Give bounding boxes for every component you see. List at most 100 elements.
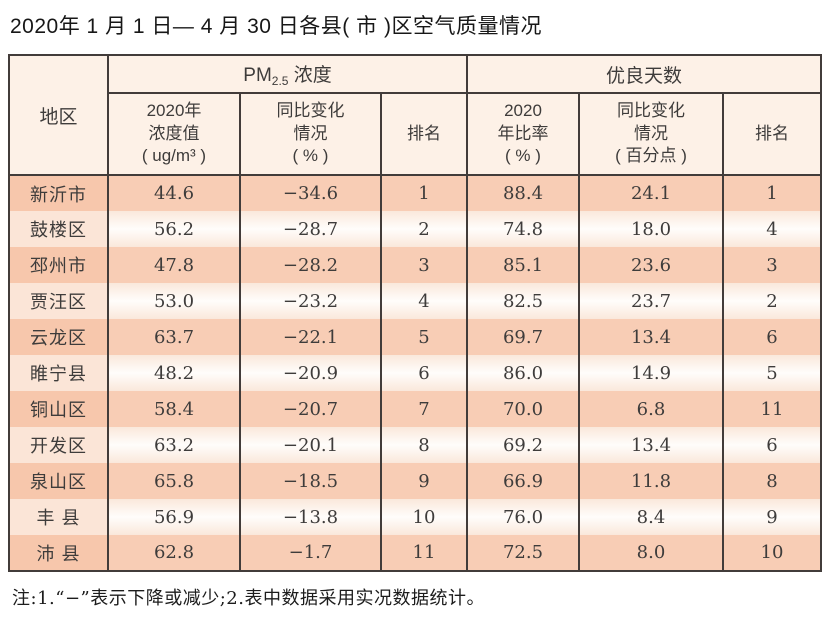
good-change-cell: 23.6 xyxy=(578,247,724,283)
good-rate-cell: 69.7 xyxy=(466,319,580,355)
pm25-label-prefix: PM xyxy=(243,65,272,86)
page-title: 2020年 1 月 1 日— 4 月 30 日各县( 市 )区空气质量情况 xyxy=(10,15,542,38)
good-change-cell: 14.9 xyxy=(578,355,724,391)
pm-change-cell: −20.1 xyxy=(239,427,382,463)
good-rate-cell: 82.5 xyxy=(466,283,580,319)
good-change-cell: 13.4 xyxy=(578,427,724,463)
good-rank-cell: 10 xyxy=(721,535,823,572)
column-header-region: 地区 xyxy=(8,54,109,176)
table-row: 新沂市 44.6 −34.6 1 88.4 24.1 1 xyxy=(8,175,823,211)
pm-change-cell: −23.2 xyxy=(239,283,382,319)
region-cell: 邳州市 xyxy=(8,247,109,283)
table-row: 睢宁县 48.2 −20.9 6 86.0 14.9 5 xyxy=(8,355,823,391)
good-rank-cell: 2 xyxy=(721,283,823,319)
good-rate-cell: 72.5 xyxy=(466,535,580,572)
good-rank-cell: 4 xyxy=(721,211,823,247)
column-header-pm-change: 同比变化 情况 ( % ) xyxy=(239,92,382,176)
table-footnote: 注:1.“−”表示下降或减少;2.表中数据采用实况数据统计。 xyxy=(12,588,485,609)
region-cell: 贾汪区 xyxy=(8,283,109,319)
good-rate-cell: 66.9 xyxy=(466,463,580,499)
table-row: 泉山区 65.8 −18.5 9 66.9 11.8 8 xyxy=(8,463,823,499)
pm-change-cell: −28.7 xyxy=(239,211,382,247)
good-rate-cell: 86.0 xyxy=(466,355,580,391)
good-rate-cell: 74.8 xyxy=(466,211,580,247)
column-header-good-rank: 排名 xyxy=(721,92,823,176)
pm-rank-cell: 10 xyxy=(380,499,468,535)
table-row: 沛 县 62.8 −1.7 11 72.5 8.0 10 xyxy=(8,535,823,572)
table-row: 邳州市 47.8 −28.2 3 85.1 23.6 3 xyxy=(8,247,823,283)
pm25-label-subscript: 2.5 xyxy=(271,74,289,88)
pm-value-cell: 44.6 xyxy=(107,175,241,211)
table-row: 开发区 63.2 −20.1 8 69.2 13.4 6 xyxy=(8,427,823,463)
good-rate-cell: 70.0 xyxy=(466,391,580,427)
good-change-cell: 13.4 xyxy=(578,319,724,355)
good-change-cell: 6.8 xyxy=(578,391,724,427)
good-rank-cell: 6 xyxy=(721,427,823,463)
region-cell: 云龙区 xyxy=(8,319,109,355)
pm-change-cell: −34.6 xyxy=(239,175,382,211)
good-change-cell: 11.8 xyxy=(578,463,724,499)
region-cell: 睢宁县 xyxy=(8,355,109,391)
good-rank-cell: 1 xyxy=(721,175,823,211)
region-cell: 铜山区 xyxy=(8,391,109,427)
good-rank-cell: 9 xyxy=(721,499,823,535)
good-rate-cell: 85.1 xyxy=(466,247,580,283)
good-rank-cell: 8 xyxy=(721,463,823,499)
pm-change-cell: −13.8 xyxy=(239,499,382,535)
pm-rank-cell: 8 xyxy=(380,427,468,463)
pm-change-cell: −28.2 xyxy=(239,247,382,283)
region-cell: 丰 县 xyxy=(8,499,109,535)
air-quality-table: 地区 PM2.5 浓度 优良天数 2020年 浓度值 ( ug/m³ ) 同比变… xyxy=(8,54,823,572)
good-rate-cell: 88.4 xyxy=(466,175,580,211)
table-row: 铜山区 58.4 −20.7 7 70.0 6.8 11 xyxy=(8,391,823,427)
column-group-pm25-concentration: PM2.5 浓度 xyxy=(107,54,468,94)
table-row: 云龙区 63.7 −22.1 5 69.7 13.4 6 xyxy=(8,319,823,355)
pm-rank-cell: 11 xyxy=(380,535,468,572)
region-cell: 鼓楼区 xyxy=(8,211,109,247)
pm-value-cell: 63.2 xyxy=(107,427,241,463)
pm-value-cell: 65.8 xyxy=(107,463,241,499)
pm-value-cell: 48.2 xyxy=(107,355,241,391)
pm-change-cell: −18.5 xyxy=(239,463,382,499)
good-change-cell: 8.4 xyxy=(578,499,724,535)
table-row: 鼓楼区 56.2 −28.7 2 74.8 18.0 4 xyxy=(8,211,823,247)
pm-rank-cell: 4 xyxy=(380,283,468,319)
good-change-cell: 23.7 xyxy=(578,283,724,319)
pm-rank-cell: 1 xyxy=(380,175,468,211)
pm-value-cell: 58.4 xyxy=(107,391,241,427)
good-rank-cell: 6 xyxy=(721,319,823,355)
good-change-cell: 24.1 xyxy=(578,175,724,211)
pm-rank-cell: 5 xyxy=(380,319,468,355)
good-rank-cell: 11 xyxy=(721,391,823,427)
pm-change-cell: −20.9 xyxy=(239,355,382,391)
region-cell: 泉山区 xyxy=(8,463,109,499)
pm-value-cell: 56.9 xyxy=(107,499,241,535)
good-rank-cell: 3 xyxy=(721,247,823,283)
table-body: 新沂市 44.6 −34.6 1 88.4 24.1 1 鼓楼区 56.2 −2… xyxy=(8,175,823,572)
column-header-pm-value: 2020年 浓度值 ( ug/m³ ) xyxy=(107,92,241,176)
column-header-good-rate: 2020 年比率 ( % ) xyxy=(466,92,580,176)
table-row: 贾汪区 53.0 −23.2 4 82.5 23.7 2 xyxy=(8,283,823,319)
region-cell: 沛 县 xyxy=(8,535,109,572)
pm-rank-cell: 9 xyxy=(380,463,468,499)
pm-value-cell: 47.8 xyxy=(107,247,241,283)
pm-rank-cell: 6 xyxy=(380,355,468,391)
table-row: 丰 县 56.9 −13.8 10 76.0 8.4 9 xyxy=(8,499,823,535)
pm-rank-cell: 2 xyxy=(380,211,468,247)
good-change-cell: 18.0 xyxy=(578,211,724,247)
pm-value-cell: 63.7 xyxy=(107,319,241,355)
pm-rank-cell: 7 xyxy=(380,391,468,427)
column-group-good-days: 优良天数 xyxy=(465,54,823,94)
good-change-cell: 8.0 xyxy=(578,535,724,572)
pm-rank-cell: 3 xyxy=(380,247,468,283)
good-rank-cell: 5 xyxy=(721,355,823,391)
pm-change-cell: −1.7 xyxy=(239,535,382,572)
pm25-label-suffix: 浓度 xyxy=(288,65,332,86)
pm-change-cell: −22.1 xyxy=(239,319,382,355)
column-header-good-change: 同比变化 情况 ( 百分点 ) xyxy=(578,92,724,176)
pm-change-cell: −20.7 xyxy=(239,391,382,427)
table-header: 地区 PM2.5 浓度 优良天数 2020年 浓度值 ( ug/m³ ) 同比变… xyxy=(8,54,823,176)
good-rate-cell: 76.0 xyxy=(466,499,580,535)
region-cell: 新沂市 xyxy=(8,175,109,211)
